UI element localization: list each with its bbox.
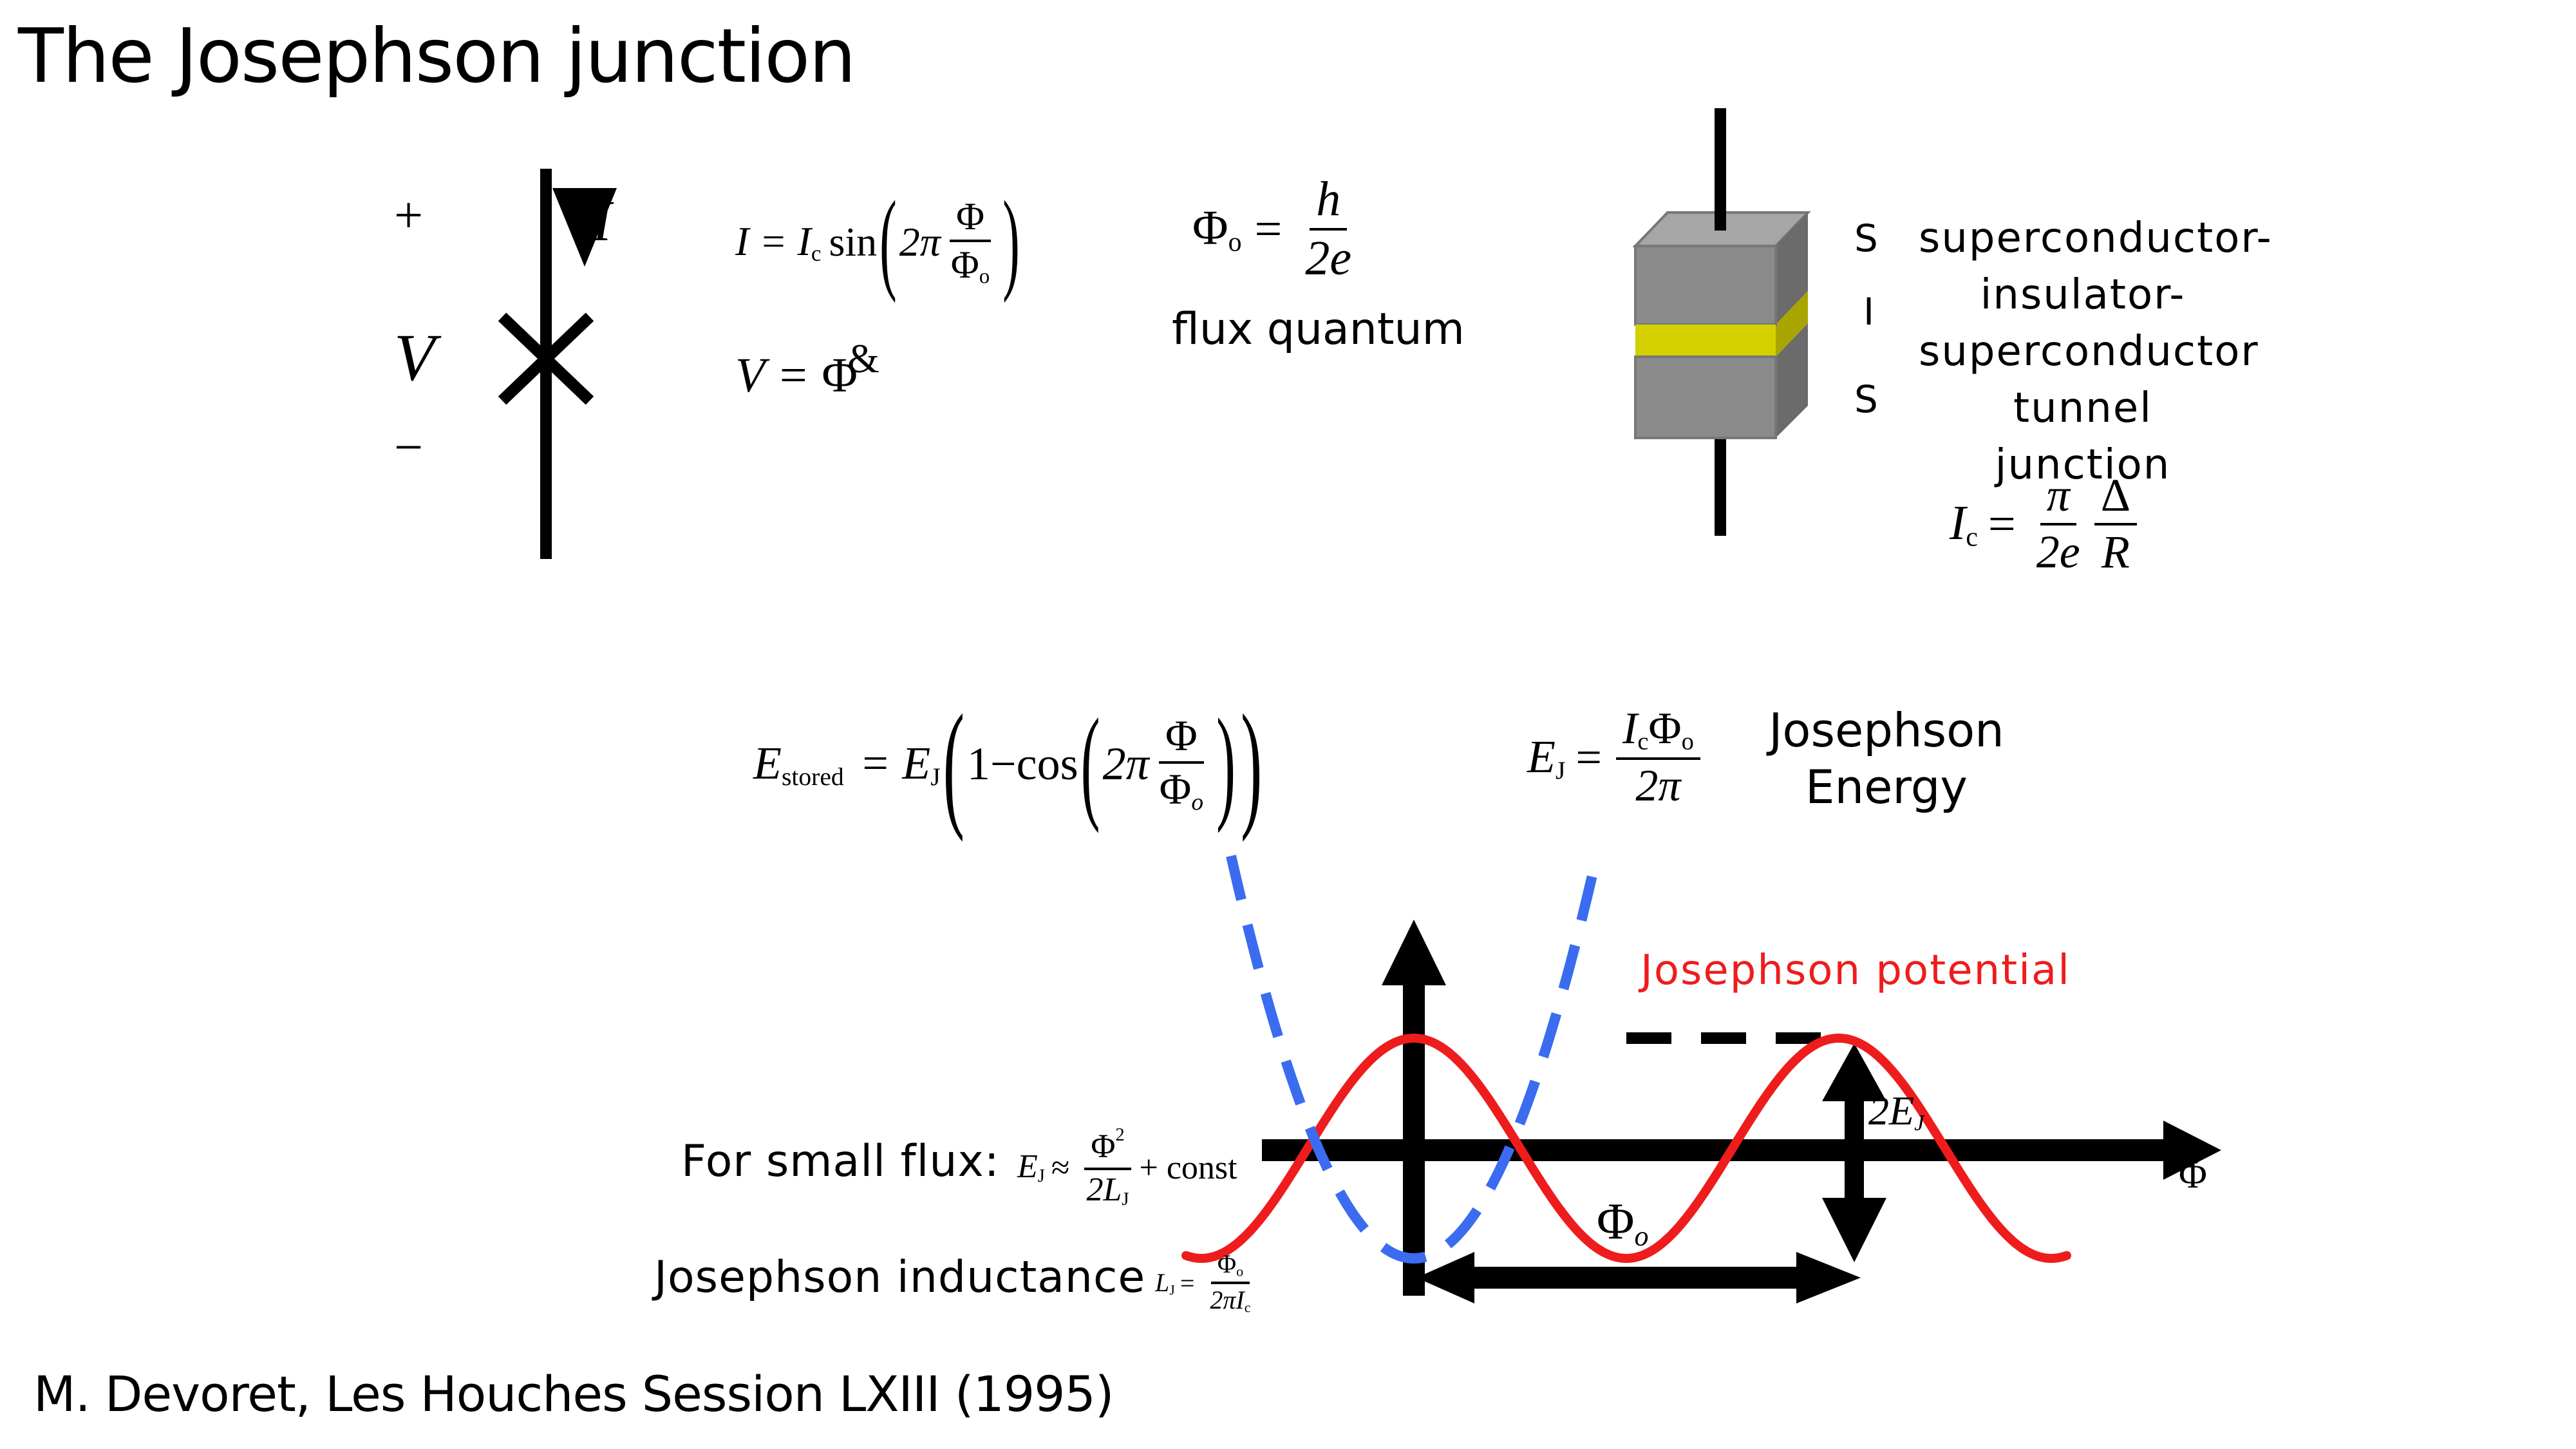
josephson-energy-label: Josephson Energy <box>1769 703 2004 814</box>
period-arrow-left-icon <box>1416 1252 1474 1303</box>
layer-label-s-top: S <box>1854 216 1878 260</box>
insulator-side <box>1776 291 1808 357</box>
x-axis-arrow-icon <box>2163 1121 2221 1180</box>
layer-label-i: I <box>1863 290 1875 334</box>
harmonic-approximation-curve <box>1226 855 1602 1264</box>
tunnel-junction-block <box>1632 108 1811 536</box>
potential-plot <box>1181 855 2221 1303</box>
current-phase-equation: I = Ic sin ( 2π Φ Φo ) <box>735 179 1020 304</box>
stored-energy-equation: Estored = EJ ( 1−cos ( 2π Φ Φo ) ) <box>753 685 1263 843</box>
barrier-height-label: 2EJ <box>1868 1088 1924 1135</box>
potential-curve-label: Josephson potential <box>1641 947 2071 994</box>
period-arrow-right-icon <box>1796 1252 1861 1303</box>
current-arrow-icon <box>552 188 617 267</box>
slide-title: The Josephson junction <box>18 13 856 100</box>
insulator-layer <box>1635 325 1776 357</box>
superconductor-bottom <box>1634 355 1777 439</box>
layer-label-s-bottom: S <box>1854 377 1878 421</box>
inductance-label: Josephson inductance <box>654 1252 1146 1303</box>
citation: M. Devoret, Les Houches Session LXIII (1… <box>33 1365 1114 1423</box>
current-label: I <box>592 189 612 253</box>
voltage-phase-equation: V = Φ <box>735 348 858 402</box>
inductance-equation: LJ = Φo 2πIc <box>1155 1249 1251 1316</box>
small-flux-label: For small flux: <box>681 1136 1000 1187</box>
superconductor-top <box>1634 245 1777 326</box>
junction-side-top <box>1776 213 1808 325</box>
junction-description: superconductor- insulator- superconducto… <box>1919 214 2273 489</box>
period-label: Φo <box>1597 1193 1649 1252</box>
flux-quantum-equation: Φo = h 2e <box>1192 172 1352 285</box>
x-axis-label: Φ <box>2179 1153 2207 1196</box>
barrier-arrow-down-icon <box>1822 1198 1886 1262</box>
voltage-label: V <box>394 321 435 395</box>
flux-quantum-caption: flux quantum <box>1172 304 1465 355</box>
flux-derivative-dot: & <box>847 336 879 381</box>
y-axis-arrow-icon <box>1382 920 1446 985</box>
josephson-circuit-symbol <box>498 169 617 559</box>
minus-sign: − <box>394 419 424 476</box>
barrier-arrow-up-icon <box>1822 1043 1886 1101</box>
josephson-potential-curve <box>1181 1034 2071 1264</box>
plus-sign: + <box>394 187 424 244</box>
small-flux-equation: EJ ≈ Φ2 2LJ + const <box>1017 1125 1237 1209</box>
josephson-energy-equation: EJ = IcΦo 2π <box>1527 687 1704 828</box>
